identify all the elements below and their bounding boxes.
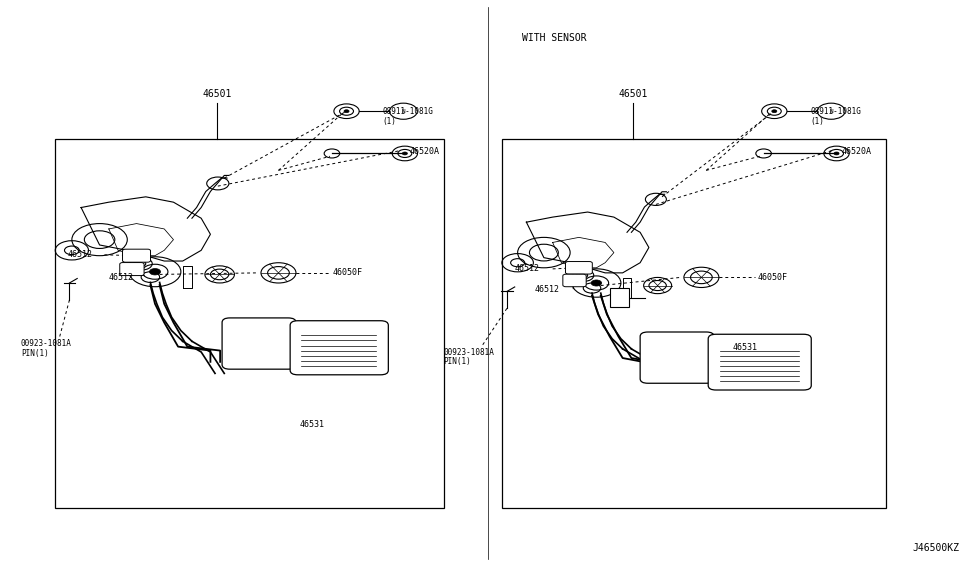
Text: 46512: 46512: [108, 273, 134, 282]
Text: 46501: 46501: [619, 89, 648, 99]
Circle shape: [149, 268, 161, 275]
Circle shape: [817, 103, 845, 119]
Text: 46520A: 46520A: [410, 147, 440, 156]
Text: 46501: 46501: [203, 89, 232, 99]
Circle shape: [591, 280, 602, 286]
Text: WITH SENSOR: WITH SENSOR: [522, 33, 586, 43]
Text: J46500KZ: J46500KZ: [912, 543, 959, 553]
Text: 46531: 46531: [300, 421, 325, 430]
Circle shape: [344, 110, 349, 113]
FancyBboxPatch shape: [609, 288, 629, 307]
FancyBboxPatch shape: [120, 263, 144, 276]
Text: 46512: 46512: [67, 250, 93, 259]
FancyBboxPatch shape: [291, 321, 388, 375]
Text: 00923-1081A: 00923-1081A: [20, 340, 72, 348]
FancyBboxPatch shape: [563, 274, 586, 287]
Text: PIN(1): PIN(1): [444, 357, 472, 366]
Circle shape: [389, 103, 417, 119]
FancyBboxPatch shape: [123, 249, 150, 262]
FancyBboxPatch shape: [641, 332, 714, 383]
Text: PIN(1): PIN(1): [20, 349, 49, 358]
Text: N: N: [402, 109, 406, 114]
Text: 46512: 46512: [534, 285, 560, 294]
Text: (1): (1): [382, 117, 397, 126]
Circle shape: [834, 152, 839, 155]
Text: N: N: [830, 109, 833, 114]
Text: 46520A: 46520A: [841, 147, 872, 156]
Text: 46050F: 46050F: [332, 268, 363, 277]
Text: (1): (1): [810, 117, 824, 126]
Text: 00923-1081A: 00923-1081A: [444, 348, 494, 357]
Text: 46050F: 46050F: [758, 273, 788, 282]
FancyBboxPatch shape: [222, 318, 296, 369]
Text: 08911-1081G: 08911-1081G: [382, 107, 433, 115]
FancyBboxPatch shape: [708, 335, 811, 390]
FancyBboxPatch shape: [566, 261, 592, 274]
Circle shape: [772, 110, 777, 113]
Text: 46531: 46531: [732, 343, 758, 352]
Text: 46512: 46512: [515, 264, 540, 273]
Text: 08911-1081G: 08911-1081G: [810, 107, 861, 115]
Circle shape: [403, 152, 408, 155]
